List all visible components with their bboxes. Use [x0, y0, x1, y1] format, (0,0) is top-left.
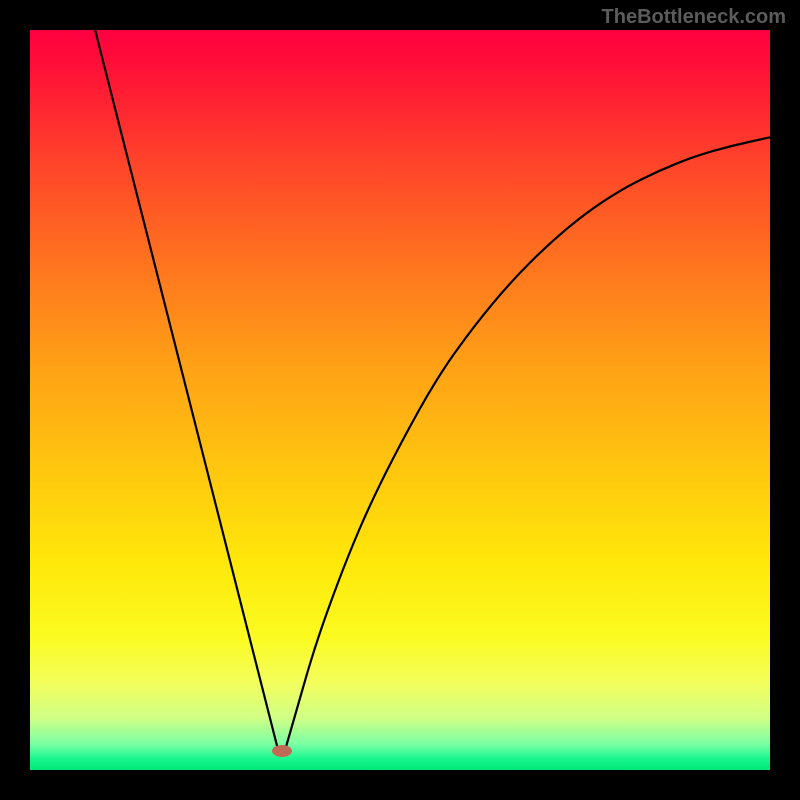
curve-left-branch [95, 30, 278, 749]
minimum-marker [272, 745, 292, 757]
plot-area [30, 30, 770, 770]
chart-container: TheBottleneck.com [0, 0, 800, 800]
curve-right-branch [285, 137, 770, 749]
watermark-text: TheBottleneck.com [602, 6, 786, 29]
curve-layer [30, 30, 770, 770]
